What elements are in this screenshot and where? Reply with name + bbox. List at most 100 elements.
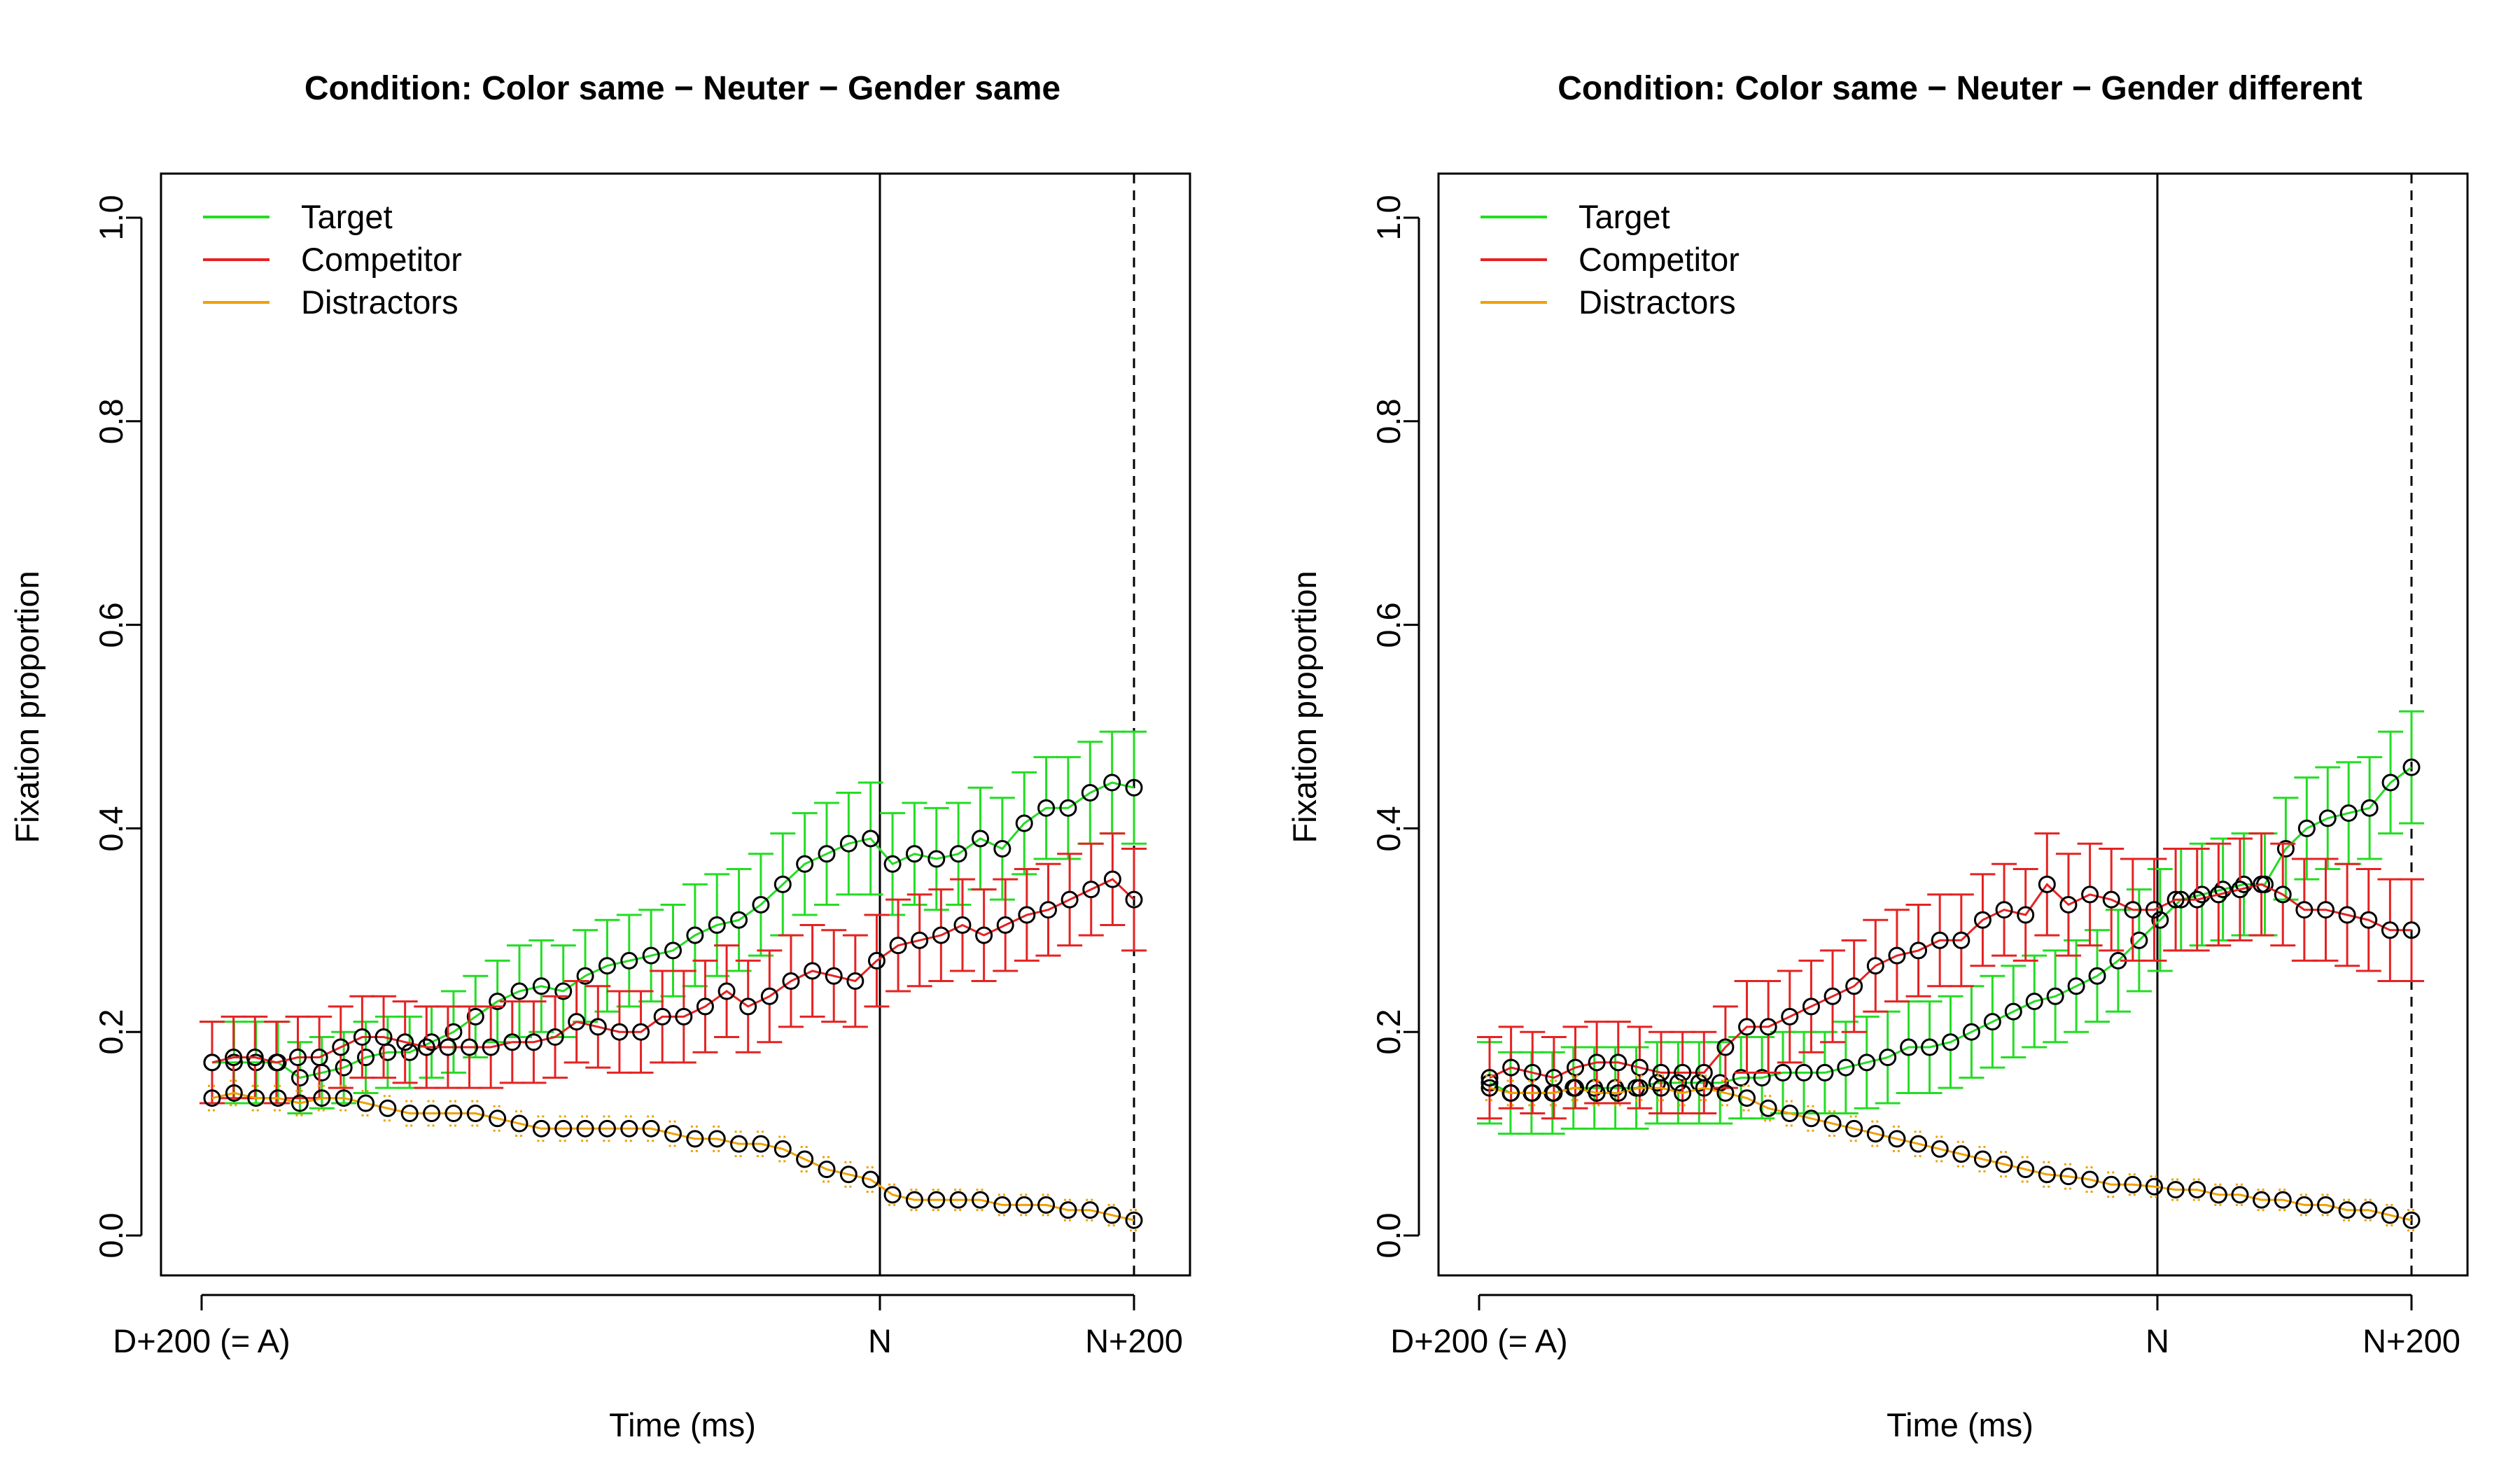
data-point xyxy=(2017,1160,2035,1178)
data-point xyxy=(1900,1038,1918,1056)
data-point xyxy=(2316,1196,2334,1214)
data-point xyxy=(718,982,736,1000)
chart-title: Condition: Color same − Neuter − Gender … xyxy=(1558,70,2362,107)
data-point xyxy=(730,911,748,929)
data-point xyxy=(2338,1201,2356,1219)
data-point xyxy=(1837,1058,1855,1077)
data-point xyxy=(2360,799,2379,817)
data-point xyxy=(1037,1196,1056,1214)
data-point xyxy=(2081,886,2099,904)
data-point xyxy=(610,1023,629,1041)
data-point xyxy=(2402,758,2421,776)
data-point xyxy=(225,1084,243,1102)
data-point xyxy=(1759,1099,1777,1117)
x-tick-label: D+200 (= A) xyxy=(113,1322,290,1359)
data-point xyxy=(225,1049,243,1067)
data-point xyxy=(1480,1079,1499,1097)
data-point xyxy=(379,1099,397,1117)
data-point xyxy=(1823,987,1842,1005)
data-point xyxy=(1711,1074,1729,1092)
data-point xyxy=(1866,1125,1884,1143)
y-tick-label: 1.0 xyxy=(92,195,130,240)
data-point xyxy=(2038,1166,2056,1184)
data-point xyxy=(396,1033,414,1051)
series-distractors xyxy=(203,1079,1143,1232)
data-point xyxy=(2081,1170,2099,1189)
data-point xyxy=(203,1054,221,1072)
data-point xyxy=(2253,1191,2271,1209)
data-point xyxy=(818,845,836,863)
data-point xyxy=(1716,1038,1735,1056)
data-point xyxy=(927,850,946,868)
data-point xyxy=(1738,1018,1756,1036)
data-point xyxy=(972,830,989,848)
data-point xyxy=(993,1196,1011,1214)
data-point xyxy=(632,1023,650,1041)
data-point xyxy=(1015,814,1033,832)
data-point xyxy=(2059,895,2078,913)
data-point xyxy=(1695,1079,1713,1097)
data-point xyxy=(839,834,858,853)
data-point xyxy=(782,972,800,990)
chart-title: Condition: Color same − Neuter − Gender … xyxy=(304,70,1060,107)
y-tick-label: 0.2 xyxy=(1370,1009,1407,1054)
data-point xyxy=(1942,1033,1959,1051)
y-tick-label: 0.4 xyxy=(92,806,130,851)
data-point xyxy=(2067,977,2085,995)
axis-ticks: 0.0 0.2 0.4 0.6 0.8 1.0 D+200 (= A) N N+… xyxy=(1370,195,2460,1359)
data-point xyxy=(1523,1084,1541,1102)
data-point xyxy=(642,1119,660,1138)
data-point xyxy=(2038,875,2056,893)
data-point xyxy=(620,1119,638,1138)
y-tick-label: 0.6 xyxy=(1370,602,1407,648)
data-point xyxy=(1125,1211,1143,1229)
data-point xyxy=(1609,1084,1628,1102)
data-point xyxy=(949,1191,967,1209)
data-point xyxy=(1995,1155,2013,1173)
data-point xyxy=(2004,1002,2022,1021)
data-point xyxy=(1545,1084,1563,1102)
data-point xyxy=(2360,911,2378,929)
data-point xyxy=(949,845,967,863)
y-tick-label: 0.0 xyxy=(92,1212,130,1258)
data-point xyxy=(461,1038,479,1056)
data-point xyxy=(883,1186,902,1204)
x-tick-label: D+200 (= A) xyxy=(1390,1322,1567,1359)
data-point xyxy=(1588,1084,1606,1102)
data-point xyxy=(2276,839,2295,858)
data-point xyxy=(752,895,770,913)
plot-frame xyxy=(160,172,1191,1277)
data-point xyxy=(2316,901,2334,919)
x-tick-label: N xyxy=(868,1322,892,1359)
data-point xyxy=(1995,901,2013,919)
series-line xyxy=(1489,1086,2412,1222)
series-distractors xyxy=(1480,1074,2421,1232)
data-point xyxy=(818,1160,836,1178)
data-point xyxy=(444,1105,463,1123)
data-point xyxy=(247,1089,265,1107)
data-point xyxy=(2402,921,2421,939)
data-point xyxy=(400,1043,419,1061)
data-point xyxy=(2381,774,2400,792)
data-point xyxy=(1609,1054,1628,1072)
data-point xyxy=(2130,931,2148,949)
data-point xyxy=(423,1105,441,1123)
data-point xyxy=(862,830,880,848)
data-point xyxy=(975,926,993,944)
data-point xyxy=(2166,1181,2185,1199)
data-point xyxy=(489,1110,507,1128)
data-point xyxy=(953,916,972,934)
data-point xyxy=(510,982,528,1000)
data-point xyxy=(2046,987,2064,1005)
data-point xyxy=(1588,1054,1606,1072)
data-point xyxy=(335,1058,353,1077)
data-point xyxy=(2295,901,2314,919)
data-point xyxy=(1059,1201,1077,1219)
data-point xyxy=(1973,1150,1991,1168)
data-point xyxy=(2145,901,2163,919)
data-point xyxy=(313,1089,331,1107)
data-point xyxy=(1674,1063,1692,1082)
data-point xyxy=(825,967,843,985)
data-point xyxy=(1480,1069,1499,1087)
legend-label-target: Target xyxy=(301,198,393,235)
